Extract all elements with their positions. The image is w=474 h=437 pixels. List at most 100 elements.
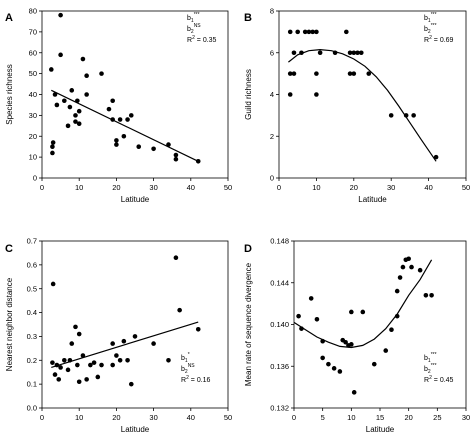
y-tick-label: 0.132 — [270, 404, 289, 413]
stat-symbol: b — [424, 355, 428, 362]
stat-b1: b1* — [181, 352, 190, 364]
y-tick-label: 0.2 — [27, 356, 37, 365]
panel-c: C 0 10 20 30 40 50 0.0 0.1 0.2 0.3 0.4 0.5 0.6 0.7 Lati… — [5, 237, 232, 434]
data-point — [291, 50, 297, 56]
stat-b2: b2NS — [187, 23, 201, 35]
stat-significance: *** — [431, 12, 437, 18]
panel-letter: D — [244, 243, 252, 255]
fit-line — [288, 48, 437, 162]
x-axis-label: Latitude — [366, 425, 395, 432]
stat-r2: R2 = 0.35 — [187, 35, 217, 44]
data-point — [383, 348, 389, 353]
y-axis-label: Mean rate of sequence divergence — [244, 262, 253, 386]
x-tick-label: 20 — [112, 413, 120, 422]
x-tick-label: 30 — [387, 183, 395, 192]
data-point — [166, 142, 171, 147]
stats-annotation: b1***b2***R2 = 0.69 — [424, 12, 454, 44]
y-tick-label: 0.6 — [27, 260, 37, 269]
fit-line — [51, 321, 199, 368]
data-point — [110, 341, 115, 346]
data-point — [58, 365, 63, 370]
y-tick-label: 0.1 — [27, 380, 37, 389]
data-point — [173, 156, 179, 162]
y-tick-label: 0.0 — [27, 404, 37, 413]
x-tick-label: 10 — [75, 183, 83, 192]
x-tick-label: 50 — [462, 183, 470, 192]
data-point — [349, 342, 354, 347]
data-point — [62, 98, 67, 104]
y-tick-label: 0.136 — [270, 362, 289, 371]
data-point — [114, 353, 119, 358]
y-tick-label: 0.140 — [270, 320, 289, 329]
y-tick-label: 0.148 — [270, 237, 289, 246]
y-tick-label: 70 — [29, 27, 37, 36]
data-point — [299, 50, 304, 56]
stat-subscript: 2 — [191, 29, 194, 35]
y-tick-label: 0 — [270, 174, 274, 183]
x-tick-label: 20 — [350, 183, 358, 192]
stat-symbol: R — [187, 37, 192, 44]
stats-annotation: b1***b2***R2 = 0.45 — [424, 352, 454, 384]
x-tick-label: 30 — [149, 183, 157, 192]
data-point — [347, 71, 353, 76]
y-tick-label: 10 — [29, 153, 37, 162]
data-point — [49, 67, 54, 72]
data-point — [400, 264, 406, 270]
data-point — [65, 367, 71, 373]
y-tick-label: 80 — [29, 7, 37, 16]
stat-subscript: 1 — [428, 18, 431, 24]
data-point — [306, 29, 312, 35]
x-tick-label: 0 — [40, 183, 44, 192]
data-point — [84, 377, 89, 382]
data-point — [67, 357, 73, 363]
data-point — [73, 119, 78, 124]
y-axis-label: Species richness — [5, 64, 14, 124]
data-point — [295, 29, 301, 35]
data-point — [110, 362, 115, 368]
data-point — [403, 113, 409, 118]
data-point — [50, 281, 56, 287]
data-point — [125, 117, 130, 122]
data-point — [50, 150, 55, 156]
data-point — [58, 12, 63, 18]
data-point — [320, 355, 325, 361]
data-point — [358, 50, 364, 56]
stat-symbol: b — [181, 366, 185, 373]
panel-d: D 0 5 10 15 20 25 30 0.132 0.136 0.140 0.144 0.148 La… — [244, 237, 470, 434]
stat-value: = 0.16 — [189, 377, 211, 384]
stat-subscript: 1 — [428, 358, 431, 364]
data-point — [314, 316, 320, 322]
data-point — [84, 73, 89, 79]
data-point — [411, 113, 416, 118]
data-point — [76, 331, 82, 337]
stat-value: = 0.69 — [432, 37, 454, 44]
data-point — [117, 357, 123, 363]
panel-a: A 0 10 20 30 40 50 0 10 20 30 40 50 60 70 80 Latitude Spe… — [5, 7, 232, 204]
data-point — [125, 357, 130, 363]
panel-letter: C — [5, 243, 13, 255]
data-point — [326, 361, 331, 367]
stat-significance: *** — [431, 23, 437, 29]
stat-b1: b1*** — [187, 12, 200, 24]
stat-subscript: 2 — [185, 369, 188, 375]
y-tick-label: 0.4 — [27, 308, 37, 317]
plot-frame — [41, 240, 229, 409]
data-point — [88, 362, 93, 368]
data-point — [173, 255, 179, 260]
data-point — [73, 113, 78, 118]
data-point — [76, 121, 82, 127]
data-point — [423, 292, 429, 298]
data-point — [314, 92, 319, 97]
data-point — [351, 50, 357, 56]
fit-line — [51, 89, 199, 162]
x-tick-label: 25 — [433, 413, 441, 422]
data-point — [355, 50, 360, 56]
panel-b: B 0 10 20 30 40 50 0 2 4 6 8 Latitude Guild richness b… — [244, 7, 470, 204]
data-point — [50, 140, 56, 145]
x-axis-label: Latitude — [121, 425, 150, 432]
x-tick-label: 50 — [224, 413, 232, 422]
data-point — [54, 102, 60, 108]
data-point — [110, 98, 115, 104]
data-point — [136, 144, 142, 149]
